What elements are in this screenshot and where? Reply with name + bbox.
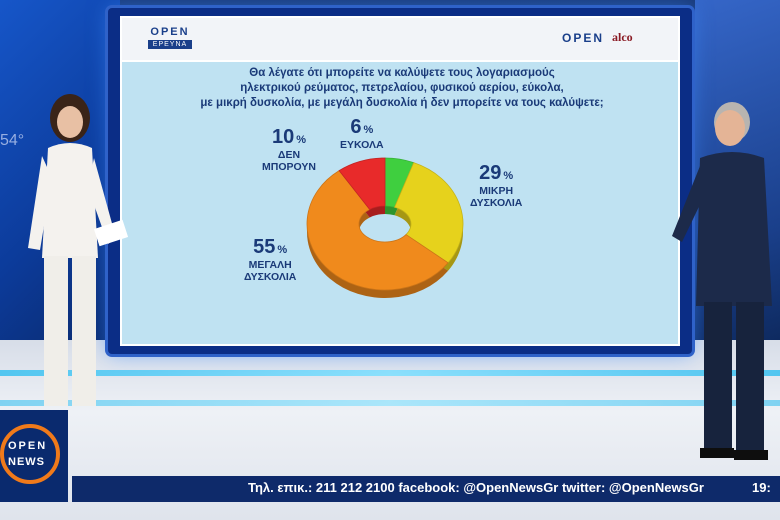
studio-wall-text: 54°	[0, 132, 25, 149]
slice-label: 10% ΔΕΝ ΜΠΟΡΟΥΝ	[262, 126, 316, 173]
open-erevna-logo: OPEN ΕΡΕΥΝΑ	[148, 26, 192, 52]
floor-light-strip	[0, 370, 780, 376]
slice-unit: %	[503, 170, 514, 182]
slice-name: ΔΥΣΚΟΛΙΑ	[470, 197, 523, 209]
slice-unit: %	[277, 244, 288, 256]
slice-name: ΔΕΝ	[277, 149, 301, 161]
ticker-time: 19:	[752, 480, 771, 495]
presenter-left	[28, 94, 128, 406]
slice-label: 55% ΜΕΓΑΛΗ ΔΥΣΚΟΛΙΑ	[244, 236, 296, 283]
presenter-right	[672, 102, 772, 460]
slice-value: 10	[271, 126, 295, 148]
slice-name: ΜΠΟΡΟΥΝ	[262, 161, 316, 173]
slice-name: ΜΕΓΑΛΗ	[248, 259, 292, 271]
logo-sub-text: ΕΡΕΥΝΑ	[148, 40, 192, 49]
slice-value: 6	[350, 116, 362, 138]
open-news-ring-icon	[0, 424, 60, 484]
open-beyond-logo: OPEN	[562, 30, 605, 45]
alco-logo: alco	[612, 30, 633, 44]
floor-light-strip	[0, 400, 780, 406]
partner-logos: OPEN alco	[562, 30, 633, 45]
slice-name: ΔΥΣΚΟΛΙΑ	[244, 271, 297, 283]
logo-open: OPEN	[8, 440, 48, 452]
panel-header: OPEN ΕΡΕΥΝΑ OPEN alco	[122, 18, 678, 62]
poll-question: Θα λέγατε ότι μπορείτε να καλύψετε τους …	[182, 66, 622, 111]
slice-unit: %	[296, 134, 306, 146]
slice-name: ΕΥΚΟΛΑ	[340, 139, 384, 151]
question-line: με μικρή δυσκολία, με μεγάλη δυσκολία ή …	[200, 97, 604, 109]
logo-news: NEWS	[8, 456, 45, 468]
donut-slice	[306, 170, 449, 291]
slice-value: 55	[253, 236, 276, 258]
donut-slice	[394, 162, 464, 264]
slice-unit: %	[363, 124, 374, 136]
slice-value: 29	[479, 162, 502, 184]
open-news-logo: OPEN NEWS	[0, 410, 68, 502]
slice-label: 29% ΜΙΚΡΗ ΔΥΣΚΟΛΙΑ	[470, 162, 522, 209]
question-line: Θα λέγατε ότι μπορείτε να καλύψετε τους …	[249, 67, 555, 79]
question-line: ηλεκτρικού ρεύματος, πετρελαίου, φυσικού…	[240, 82, 564, 94]
ticker-text: Τηλ. επικ.: 211 212 2100 facebook: @Open…	[248, 480, 704, 495]
news-ticker: Τηλ. επικ.: 211 212 2100 facebook: @Open…	[72, 476, 780, 502]
slice-label: 6% ΕΥΚΟΛΑ	[340, 116, 384, 151]
logo-open-text: OPEN	[150, 26, 190, 38]
slice-name: ΜΙΚΡΗ	[479, 185, 514, 197]
donut-slice	[338, 157, 386, 210]
